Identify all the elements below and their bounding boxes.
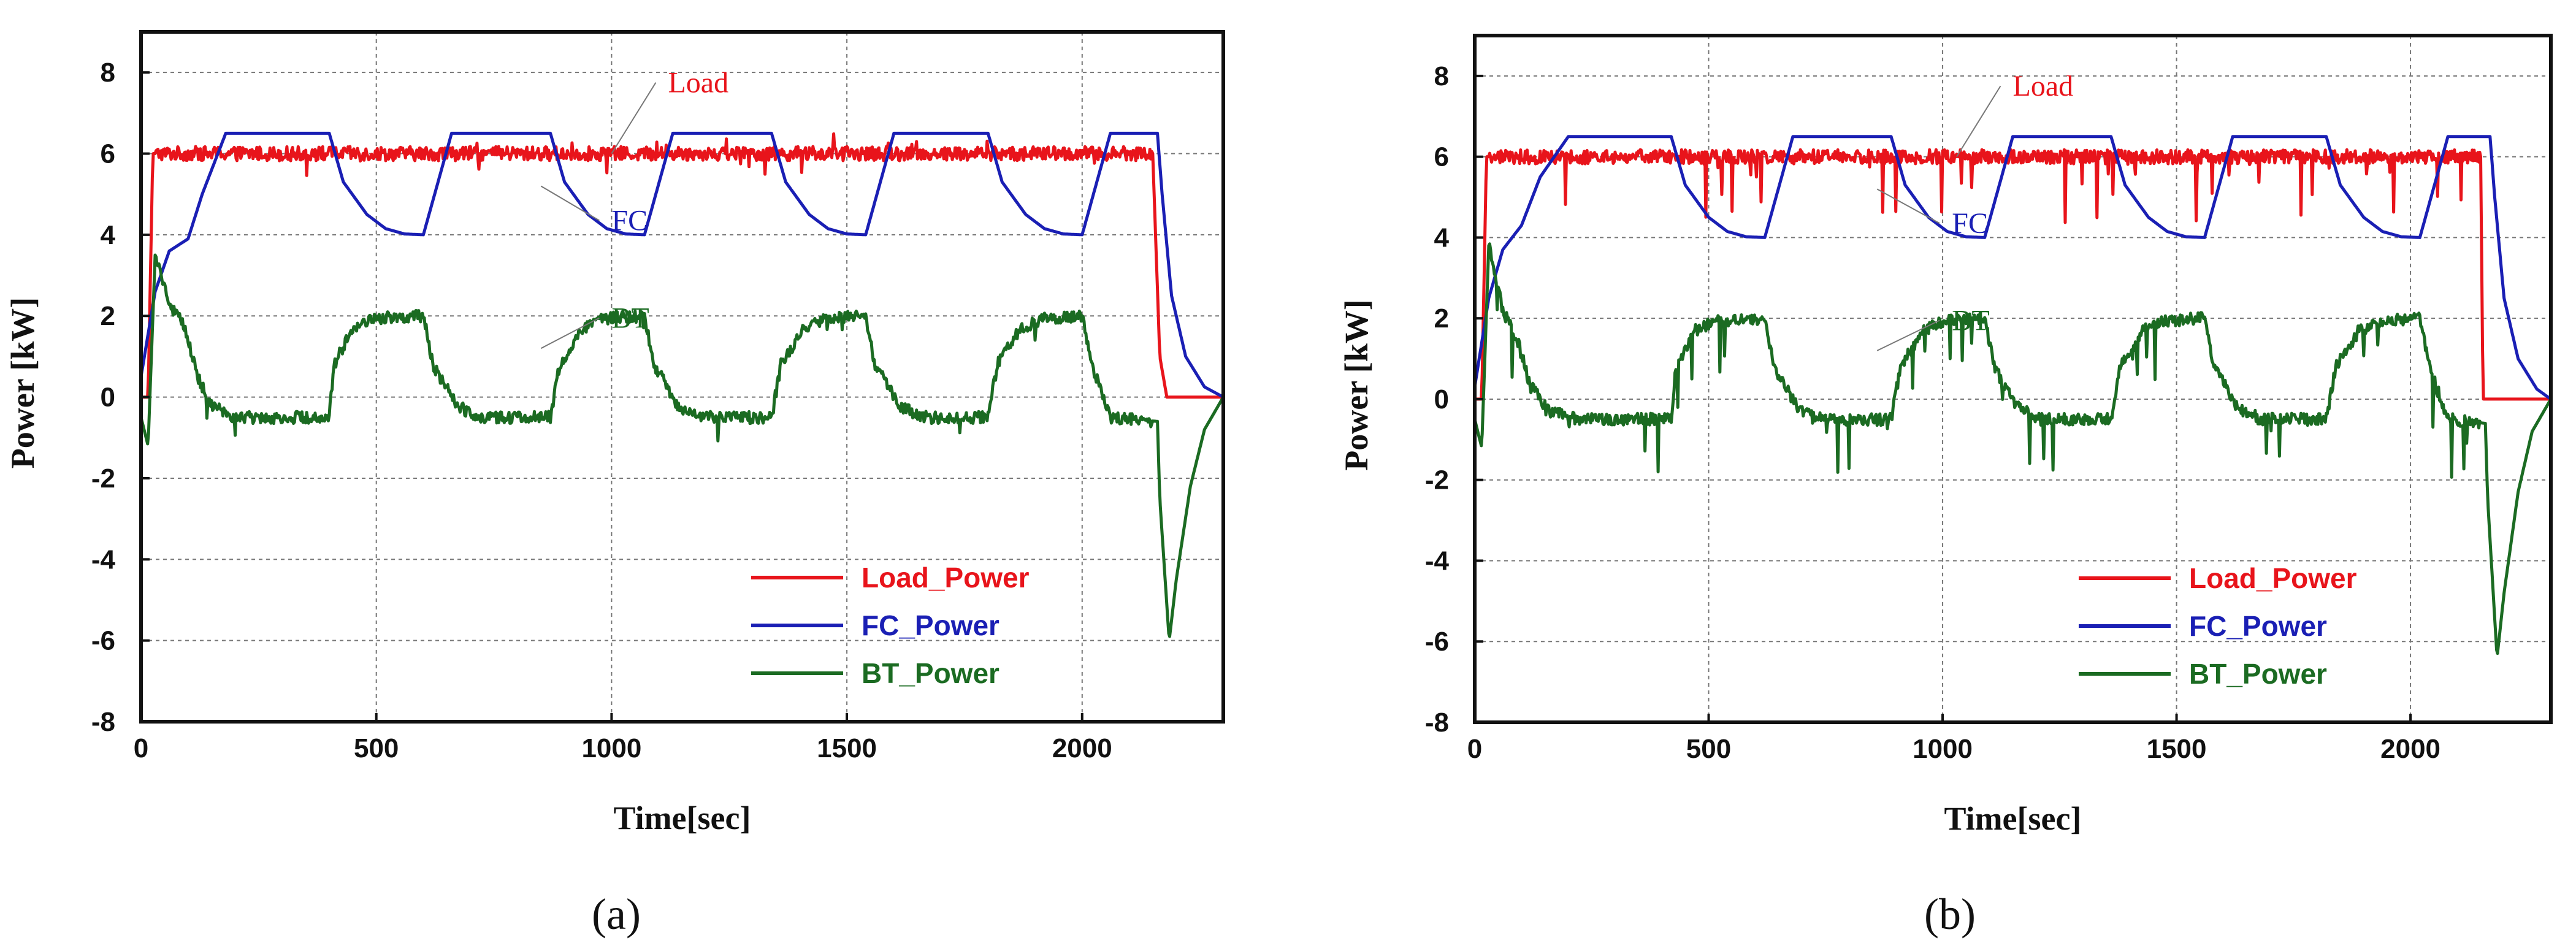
y-tick-label: 6: [1434, 142, 1449, 172]
y-tick-label: 6: [101, 139, 115, 169]
y-tick-label: -6: [91, 626, 115, 656]
legend-label: FC_Power: [2189, 610, 2327, 642]
annotation-leader: [611, 82, 657, 155]
y-tick-label: -8: [1425, 708, 1449, 738]
y-tick-label: -4: [91, 544, 116, 575]
x-tick-label: 2000: [2380, 734, 2440, 764]
legend-label: FC_Power: [862, 609, 999, 641]
y-tick-label: 8: [101, 58, 115, 88]
panel-label: (a): [592, 890, 641, 939]
x-tick-label: 1500: [817, 733, 877, 763]
y-tick-label: -8: [91, 707, 115, 737]
legend-label: BT_Power: [862, 657, 999, 689]
x-tick-label: 2000: [1052, 733, 1112, 763]
annotation-load: Load: [668, 67, 728, 99]
y-tick-label: 4: [101, 220, 116, 250]
annotation-fc: FC: [1952, 207, 1988, 240]
y-tick-label: -6: [1425, 627, 1449, 657]
x-tick-label: 500: [354, 733, 399, 763]
series-line-fc-power: [139, 131, 1225, 399]
y-tick-label: 2: [1434, 304, 1449, 334]
annotation-bt: BT: [611, 302, 649, 334]
plot-frame: [1473, 34, 2553, 724]
annotation-load: Load: [2013, 70, 2074, 102]
series-line-bt-power: [139, 253, 1225, 638]
legend-label: Load_Power: [2189, 562, 2357, 594]
annotation-leader: [540, 185, 600, 221]
y-tick-label: -2: [91, 464, 115, 494]
y-tick-label: 0: [1434, 384, 1449, 414]
annotation-fc: FC: [611, 205, 648, 237]
x-tick-label: 500: [1686, 734, 1731, 764]
plot-frame: [139, 30, 1225, 724]
legend-label: BT_Power: [2189, 658, 2327, 690]
annotation-leader: [540, 317, 600, 349]
series-line-fc-power: [1473, 135, 2552, 400]
chart-panel-b: 0 500 1000 1500 2000 -8 -6 -4 -2 0 2 4 6 8 Time[sec] Po…: [1338, 34, 2553, 939]
y-tick-label: 4: [1434, 223, 1450, 253]
legend-label: Load_Power: [862, 562, 1030, 594]
y-tick-label: 0: [101, 383, 115, 413]
annotation-leader: [1876, 188, 1940, 224]
y-axis-title: Power [kW]: [1338, 299, 1375, 470]
annotation-leader: [1876, 319, 1940, 351]
annotation-leader: [1956, 85, 2001, 158]
x-axis-title: Time[sec]: [1944, 800, 2082, 837]
series-line-bt-power: [1473, 242, 2553, 655]
series-line-load-power: [1474, 148, 2551, 401]
y-axis-title: Power [kW]: [4, 297, 41, 468]
chart-panel-a: 0 500 1000 1500 2000 -8 -6 -4 -2 0 2 4 6 8 Time[sec] Po…: [4, 30, 1225, 939]
series-line-load-power: [140, 132, 1224, 399]
y-tick-label: 8: [1434, 61, 1449, 91]
x-tick-label: 1500: [2147, 734, 2207, 764]
x-tick-label: 1000: [581, 733, 641, 763]
x-tick-label: 1000: [1913, 734, 1973, 764]
panel-label: (b): [1924, 890, 1976, 939]
x-tick-label: 0: [134, 733, 148, 763]
y-tick-label: 2: [101, 301, 115, 331]
x-tick-label: 0: [1467, 734, 1482, 764]
y-tick-label: -2: [1425, 465, 1449, 495]
annotation-bt: BT: [1952, 304, 1989, 337]
x-axis-title: Time[sec]: [614, 800, 751, 836]
y-tick-label: -4: [1425, 546, 1450, 576]
